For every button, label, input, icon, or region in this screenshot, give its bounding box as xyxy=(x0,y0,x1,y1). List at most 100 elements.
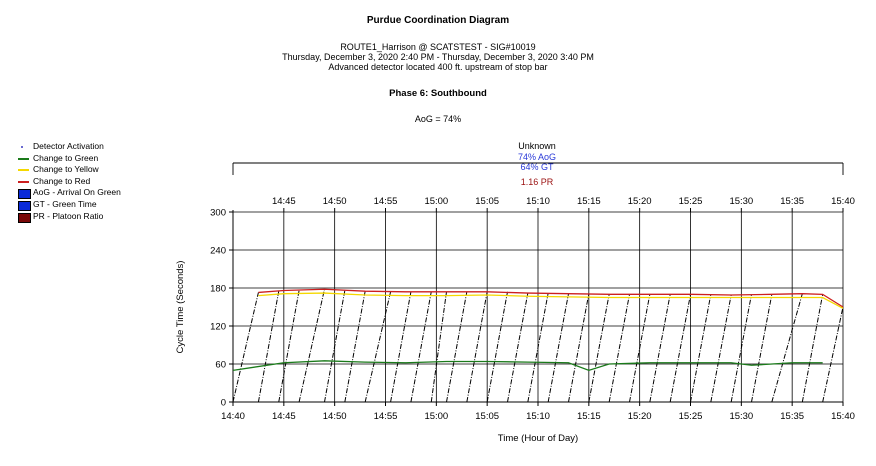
x-tick-label: 14:40 xyxy=(221,411,245,422)
y-axis-label: Cycle Time (Seconds) xyxy=(175,261,186,354)
arrival-trace xyxy=(324,290,346,403)
legend-label: Detector Activation xyxy=(33,141,104,151)
arrival-trace xyxy=(364,291,392,403)
arrival-trace xyxy=(278,290,300,403)
x-tick-label: 15:35 xyxy=(780,411,804,422)
y-tick-label: 60 xyxy=(215,360,226,371)
legend-item: Change to Red xyxy=(18,176,121,188)
series-lines xyxy=(232,288,844,372)
legend-item: Detector Activation xyxy=(18,141,121,153)
x-axis-label: Time (Hour of Day) xyxy=(498,433,578,444)
arrival-trace xyxy=(608,294,630,403)
x-tick-label: 15:20 xyxy=(628,411,652,422)
legend-swatch xyxy=(18,169,29,172)
aog-summary: AoG = 74% xyxy=(414,114,462,124)
x-tick-label: 15:40 xyxy=(831,411,855,422)
arrival-trace xyxy=(669,294,691,403)
arrival-trace xyxy=(486,291,508,403)
plan-bracket xyxy=(232,162,844,175)
arrival-trace xyxy=(344,291,366,403)
top-tick-label: 15:20 xyxy=(628,196,652,207)
arrival-trace xyxy=(410,291,432,403)
arrival-trace xyxy=(751,294,773,403)
legend-swatch xyxy=(18,212,31,223)
y-tick-label: 180 xyxy=(210,284,226,295)
top-tick-label: 15:30 xyxy=(729,196,753,207)
arrival-trace xyxy=(771,293,803,403)
arrival-trace xyxy=(730,294,752,403)
change-to-red-line xyxy=(258,288,844,308)
top-tick-label: 15:00 xyxy=(424,196,448,207)
top-tick-label: 15:40 xyxy=(831,196,855,207)
chart-title: Purdue Coordination Diagram xyxy=(366,15,510,26)
axes: 0 60 120 180 240 300 14:40 14:45 14:50 14:55 15:00… xyxy=(210,196,855,422)
arrival-trace xyxy=(507,292,529,403)
x-tick-label: 15:30 xyxy=(729,411,753,422)
legend-label: PR - Platoon Ratio xyxy=(33,210,104,221)
plan-name: Unknown xyxy=(518,141,556,151)
change-to-yellow-line xyxy=(258,292,844,309)
top-tick-label: 14:55 xyxy=(374,196,398,207)
arrival-trace xyxy=(527,292,549,403)
arrival-trace xyxy=(547,293,569,403)
legend-swatch xyxy=(18,200,31,211)
x-tick-label: 14:55 xyxy=(374,411,398,422)
arrival-trace xyxy=(568,293,590,403)
legend-swatch xyxy=(18,189,31,200)
arrival-trace xyxy=(822,306,844,403)
legend-label: AoG - Arrival On Green xyxy=(33,187,121,198)
detector-note: Advanced detector located 400 ft. upstre… xyxy=(328,62,548,72)
legend-item: AoG - Arrival On Green xyxy=(18,187,121,200)
arrival-trace xyxy=(257,291,280,403)
arrival-trace xyxy=(466,291,488,403)
plan-pr: 1.16 PR xyxy=(521,177,554,187)
legend-swatch xyxy=(21,146,23,148)
arrival-trace xyxy=(690,294,712,403)
plan-aog: 74% AoG xyxy=(518,152,556,162)
arrival-trace xyxy=(390,291,412,403)
arrival-trace xyxy=(710,294,732,403)
arrival-trace xyxy=(232,292,259,403)
y-tick-label: 120 xyxy=(210,322,226,333)
phase-label: Phase 6: Southbound xyxy=(389,88,487,99)
legend-item: GT - Green Time xyxy=(18,199,121,211)
legend-label: Change to Yellow xyxy=(33,164,99,175)
x-tick-label: 14:50 xyxy=(323,411,347,422)
legend-label: Change to Green xyxy=(33,152,99,163)
legend-label: GT - Green Time xyxy=(33,198,97,209)
legend-item: PR - Platoon Ratio xyxy=(18,211,121,223)
top-tick-label: 15:25 xyxy=(679,196,703,207)
top-tick-label: 15:35 xyxy=(780,196,804,207)
legend-swatch xyxy=(18,157,29,160)
arrival-trace xyxy=(298,289,325,403)
top-tick-label: 15:10 xyxy=(526,196,550,207)
top-tick-label: 14:50 xyxy=(323,196,347,207)
arrival-trace xyxy=(588,294,610,403)
detector-arrivals xyxy=(232,289,844,403)
x-tick-label: 15:05 xyxy=(475,411,499,422)
location-label: ROUTE1_Harrison @ SCATSTEST - SIG#10019 xyxy=(340,42,536,52)
legend-item: Change to Yellow xyxy=(18,164,121,176)
legend: Detector Activation Change to Green Change… xyxy=(18,141,121,223)
y-tick-label: 0 xyxy=(221,398,226,409)
y-tick-label: 300 xyxy=(210,208,226,219)
x-tick-label: 15:10 xyxy=(526,411,550,422)
arrival-trace xyxy=(649,294,671,403)
x-tick-label: 14:45 xyxy=(272,411,296,422)
x-tick-label: 15:00 xyxy=(424,411,448,422)
x-tick-label: 15:15 xyxy=(577,411,601,422)
plan-gt: 64% GT xyxy=(520,162,554,172)
x-tick-label: 15:25 xyxy=(679,411,703,422)
top-tick-label: 14:45 xyxy=(272,196,296,207)
legend-label: Change to Red xyxy=(33,175,91,186)
grid xyxy=(232,211,844,403)
change-to-green-line xyxy=(232,360,823,372)
y-tick-label: 240 xyxy=(210,246,226,257)
top-tick-label: 15:05 xyxy=(475,196,499,207)
period-label: Thursday, December 3, 2020 2:40 PM - Thu… xyxy=(282,52,594,62)
legend-swatch xyxy=(18,180,29,183)
arrival-trace xyxy=(629,294,651,403)
arrival-trace xyxy=(430,291,447,403)
top-tick-label: 15:15 xyxy=(577,196,601,207)
